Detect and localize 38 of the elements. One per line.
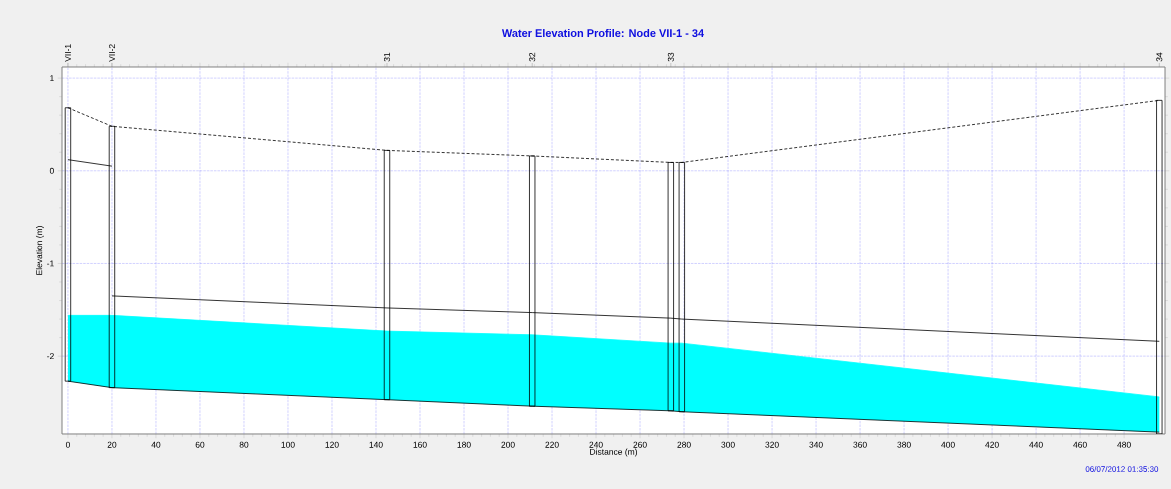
x-tick-label: 60 [195, 441, 205, 448]
y-tick-label: -1 [47, 260, 54, 267]
x-tick-label: 480 [1117, 441, 1131, 448]
y-tick-label: -2 [47, 353, 54, 360]
text: 34 [1156, 52, 1163, 62]
x-tick-label: 460 [1073, 441, 1087, 448]
x-tick-label: 440 [1029, 441, 1043, 448]
x-tick-label: 240 [589, 441, 603, 448]
x-tick-label: 20 [107, 441, 117, 448]
x-tick-label: 80 [239, 441, 249, 448]
y-tick-label: 0 [49, 167, 54, 174]
x-tick-label: 320 [765, 441, 779, 448]
y-axis-title: Elevation (m) [35, 226, 44, 275]
x-tick-label: 120 [325, 441, 339, 448]
text: VII-1 [65, 44, 71, 62]
x-tick-label: 180 [457, 441, 471, 448]
x-tick-label: 100 [281, 441, 295, 448]
x-tick-label: 40 [151, 441, 161, 448]
text: 31 [384, 52, 390, 62]
chart-title: Water Elevation Profile: Node VII-1 - 34 [501, 28, 705, 38]
x-tick-label: 220 [545, 441, 559, 448]
x-axis-title: Distance (m) [590, 448, 637, 457]
x-tick-label: 260 [633, 441, 647, 448]
text: 32 [529, 52, 536, 62]
x-tick-label: 360 [853, 441, 867, 448]
x-tick-label: 300 [721, 441, 735, 448]
text: 33 [667, 52, 674, 62]
x-tick-label: 380 [897, 441, 911, 448]
x-tick-label: 280 [677, 441, 691, 448]
text: VII-2 [109, 44, 115, 62]
x-tick-label: 0 [65, 441, 70, 448]
y-tick-label: 1 [50, 75, 54, 82]
x-tick-label: 400 [941, 441, 955, 448]
x-tick-label: 160 [413, 441, 427, 448]
x-tick-label: 420 [985, 441, 999, 448]
x-tick-label: 200 [501, 441, 515, 448]
x-tick-label: 140 [369, 441, 383, 448]
x-tick-label: 340 [809, 441, 823, 448]
